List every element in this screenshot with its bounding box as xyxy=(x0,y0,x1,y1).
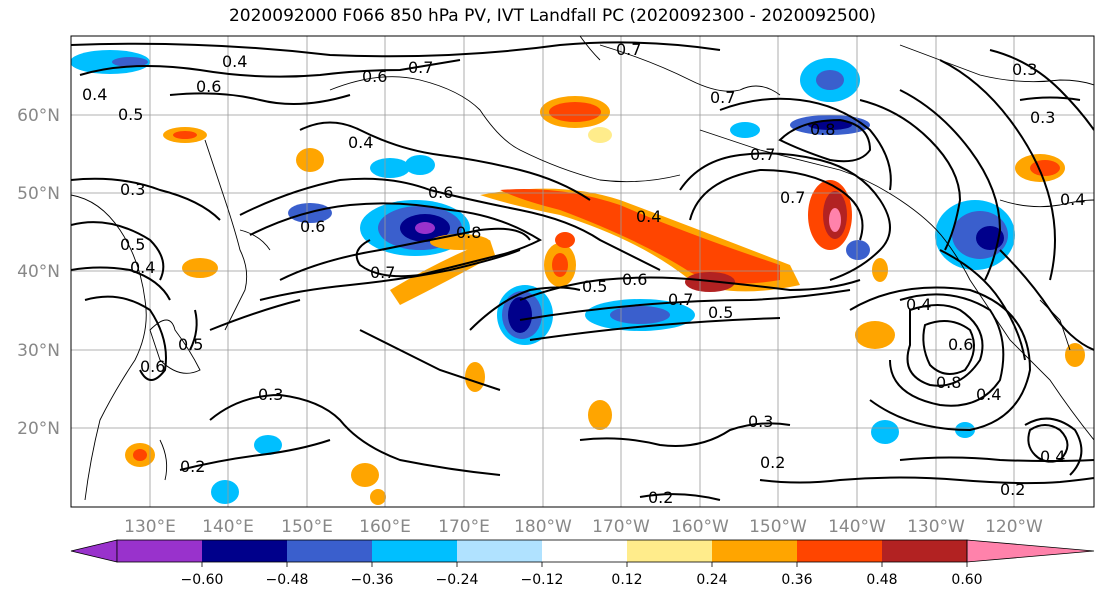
contour-label: 0.4 xyxy=(976,385,1001,404)
lat-label: 30°N xyxy=(17,341,60,361)
contour-label: 0.3 xyxy=(748,412,773,431)
lon-label: 140°W xyxy=(828,517,886,537)
longitude-labels: 130°E 140°E 150°E 160°E 170°E 180°W 170°… xyxy=(124,517,1043,537)
contour-label: 0.2 xyxy=(180,457,205,476)
lat-label: 20°N xyxy=(17,419,60,439)
contour-label: 0.2 xyxy=(1000,480,1025,499)
colorbar-segment xyxy=(372,540,457,562)
lon-label: 120°W xyxy=(985,517,1043,537)
lon-label: 180°W xyxy=(514,517,572,537)
colorbar-tick-label: 0.24 xyxy=(696,572,727,588)
colorbar-tick-label: −0.48 xyxy=(266,572,309,588)
contour-label: 0.2 xyxy=(648,488,673,507)
colorbar-segment xyxy=(627,540,712,562)
contour-label: 0.7 xyxy=(668,290,693,309)
contour-label: 0.4 xyxy=(1040,447,1065,466)
colorbar-tick-label: 0.36 xyxy=(781,572,812,588)
contour-label: 0.7 xyxy=(370,263,395,282)
colorbar-tick-label: 0.12 xyxy=(611,572,642,588)
colorbar-segment xyxy=(287,540,372,562)
contour-label: 0.6 xyxy=(428,183,453,202)
contour-label: 0.7 xyxy=(780,188,805,207)
contour-label: 0.3 xyxy=(120,180,145,199)
contour-label: 0.4 xyxy=(222,52,247,71)
colorbar-segment xyxy=(797,540,882,562)
lon-label: 160°E xyxy=(359,517,411,537)
contour-label: 0.3 xyxy=(1012,60,1037,79)
contour-label: 0.4 xyxy=(906,295,931,314)
contour-label: 0.8 xyxy=(456,223,481,242)
colorbar-segment xyxy=(882,540,967,562)
colorbar-max-extension xyxy=(966,539,1095,563)
colorbar-tick-label: −0.36 xyxy=(351,572,394,588)
lon-label: 150°W xyxy=(749,517,807,537)
lon-label: 130°W xyxy=(907,517,965,537)
contour-label: 0.7 xyxy=(710,88,735,107)
lon-label: 140°E xyxy=(202,517,254,537)
contour-label: 0.4 xyxy=(636,207,661,226)
contour-label: 0.5 xyxy=(708,303,733,322)
pv-contours xyxy=(71,41,1094,501)
lon-label: 160°W xyxy=(671,517,729,537)
lat-label: 40°N xyxy=(17,262,60,282)
contour-label: 0.4 xyxy=(1060,190,1085,209)
lon-label: 130°E xyxy=(124,517,176,537)
colorbar-tick-label: −0.12 xyxy=(521,572,564,588)
map-title: 2020092000 F066 850 hPa PV, IVT Landfall… xyxy=(228,6,876,26)
colorbar-segment xyxy=(457,540,542,562)
contour-label: 0.7 xyxy=(616,40,641,59)
contour-label: 0.7 xyxy=(750,145,775,164)
contour-label: 0.7 xyxy=(408,58,433,77)
contour-label: 0.6 xyxy=(948,335,973,354)
contour-label: 0.6 xyxy=(140,357,165,376)
contour-label: 0.8 xyxy=(936,373,961,392)
lon-label: 170°E xyxy=(438,517,490,537)
lon-label: 150°E xyxy=(281,517,333,537)
colorbar-tick-label: 0.48 xyxy=(866,572,897,588)
colorbar-segment xyxy=(202,540,287,562)
contour-label: 0.6 xyxy=(300,217,325,236)
map-frame xyxy=(70,35,1095,508)
contour-label: 0.3 xyxy=(1030,108,1055,127)
lat-label: 50°N xyxy=(17,184,60,204)
colorbar: −0.60 −0.48 −0.36 −0.24 −0.12 0.12 0.24 … xyxy=(70,539,1095,588)
contour-labels: 0.4 0.6 0.7 0.7 0.3 0.6 0.4 0.5 0.3 0.5 … xyxy=(82,40,1085,507)
lat-label: 60°N xyxy=(17,106,60,126)
colorbar-segment xyxy=(117,540,202,562)
contour-label: 0.4 xyxy=(348,133,373,152)
contour-label: 0.2 xyxy=(760,453,785,472)
contour-label: 0.5 xyxy=(120,235,145,254)
contour-label: 0.5 xyxy=(118,105,143,124)
colorbar-segment xyxy=(542,540,627,562)
colorbar-tick-label: −0.60 xyxy=(181,572,224,588)
latitude-labels: 60°N 50°N 40°N 30°N 20°N xyxy=(17,106,60,439)
colorbar-tick-label: 0.60 xyxy=(951,572,982,588)
contour-label: 0.4 xyxy=(82,85,107,104)
contour-label: 0.8 xyxy=(810,120,835,139)
colorbar-segment xyxy=(712,540,797,562)
gridlines xyxy=(71,36,1094,507)
contour-label: 0.5 xyxy=(178,335,203,354)
contour-label: 0.6 xyxy=(196,77,221,96)
contour-label: 0.6 xyxy=(362,67,387,86)
contour-label: 0.3 xyxy=(258,385,283,404)
contour-label: 0.4 xyxy=(130,258,155,277)
contour-label: 0.6 xyxy=(622,270,647,289)
colorbar-min-extension xyxy=(70,539,118,563)
colorbar-tick-label: −0.24 xyxy=(436,572,479,588)
colorbar-ticks xyxy=(201,562,968,567)
contour-label: 0.5 xyxy=(582,277,607,296)
lon-label: 170°W xyxy=(592,517,650,537)
